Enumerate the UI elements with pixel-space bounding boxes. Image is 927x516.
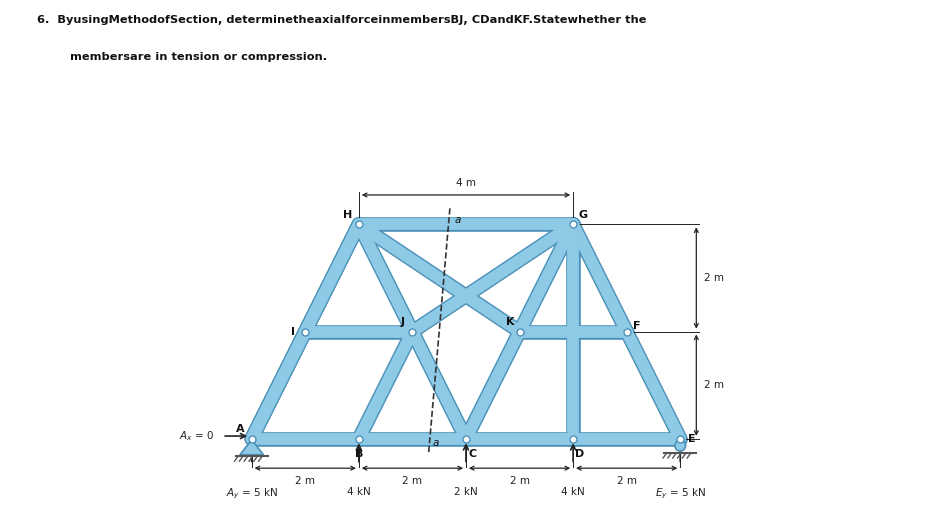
Text: H: H bbox=[344, 210, 353, 220]
Text: 4 kN: 4 kN bbox=[347, 487, 371, 497]
Text: 4 m: 4 m bbox=[456, 178, 476, 188]
Text: 2 m: 2 m bbox=[705, 380, 724, 390]
Text: J: J bbox=[400, 317, 405, 327]
Text: E: E bbox=[688, 434, 696, 444]
Text: $A_y$ = 5 kN: $A_y$ = 5 kN bbox=[225, 487, 278, 502]
Text: I: I bbox=[291, 327, 296, 336]
Text: D: D bbox=[575, 449, 584, 459]
Text: a: a bbox=[454, 215, 461, 225]
Text: 2 m: 2 m bbox=[705, 273, 724, 283]
Text: C: C bbox=[468, 449, 476, 459]
Text: A: A bbox=[235, 424, 244, 434]
Text: 2 m: 2 m bbox=[510, 476, 529, 486]
Text: membersare in tension or compression.: membersare in tension or compression. bbox=[70, 52, 326, 61]
Text: G: G bbox=[578, 210, 588, 220]
Circle shape bbox=[675, 440, 686, 451]
Text: $A_x$ = 0: $A_x$ = 0 bbox=[179, 429, 214, 443]
Text: $E_y$ = 5 kN: $E_y$ = 5 kN bbox=[654, 487, 705, 502]
Text: F: F bbox=[632, 321, 640, 331]
Text: 2 kN: 2 kN bbox=[454, 487, 477, 497]
Text: 2 m: 2 m bbox=[402, 476, 423, 486]
Text: 2 m: 2 m bbox=[296, 476, 315, 486]
Text: 4 kN: 4 kN bbox=[561, 487, 585, 497]
Polygon shape bbox=[240, 440, 263, 455]
Text: a: a bbox=[433, 439, 439, 448]
Text: 2 m: 2 m bbox=[616, 476, 637, 486]
Text: 6.  ByusingMethodofSection, determinetheaxialforceinmembersBJ, CDandKF.Statewhet: 6. ByusingMethodofSection, determinethea… bbox=[37, 15, 646, 25]
Text: B: B bbox=[355, 449, 363, 459]
Text: K: K bbox=[505, 317, 514, 327]
